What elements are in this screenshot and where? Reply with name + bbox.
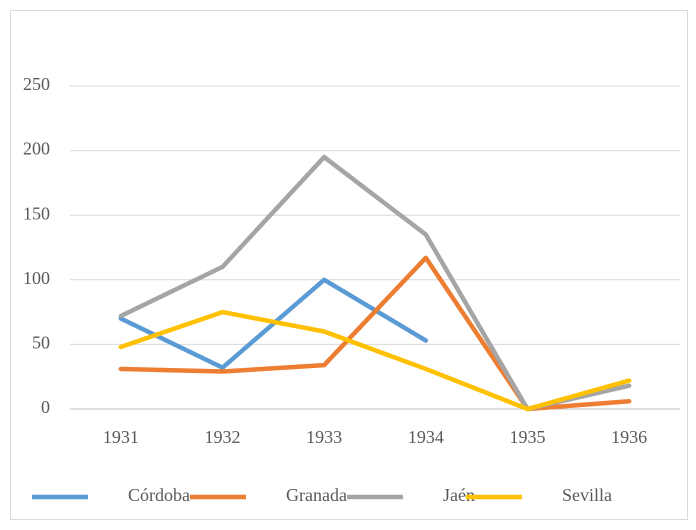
x-tick-label: 1935 [510,427,546,447]
y-tick-label: 0 [41,397,50,417]
x-tick-label: 1933 [306,427,342,447]
y-tick-label: 200 [23,139,50,159]
series-line [118,309,632,412]
x-tick-label: 1931 [103,427,139,447]
series-line [118,255,632,412]
legend-label: Jaén [443,485,475,505]
x-tick-label: 1932 [205,427,241,447]
legend-label: Córdoba [128,485,190,505]
x-tick-label: 1936 [611,427,647,447]
y-tick-label: 150 [23,203,50,223]
legend-label: Granada [286,485,347,505]
y-tick-label: 100 [23,268,50,288]
y-tick-label: 50 [32,333,50,353]
y-tick-label: 250 [23,74,50,94]
chart-frame [10,10,688,520]
x-tick-label: 1934 [408,427,444,447]
legend-label: Sevilla [562,485,612,505]
